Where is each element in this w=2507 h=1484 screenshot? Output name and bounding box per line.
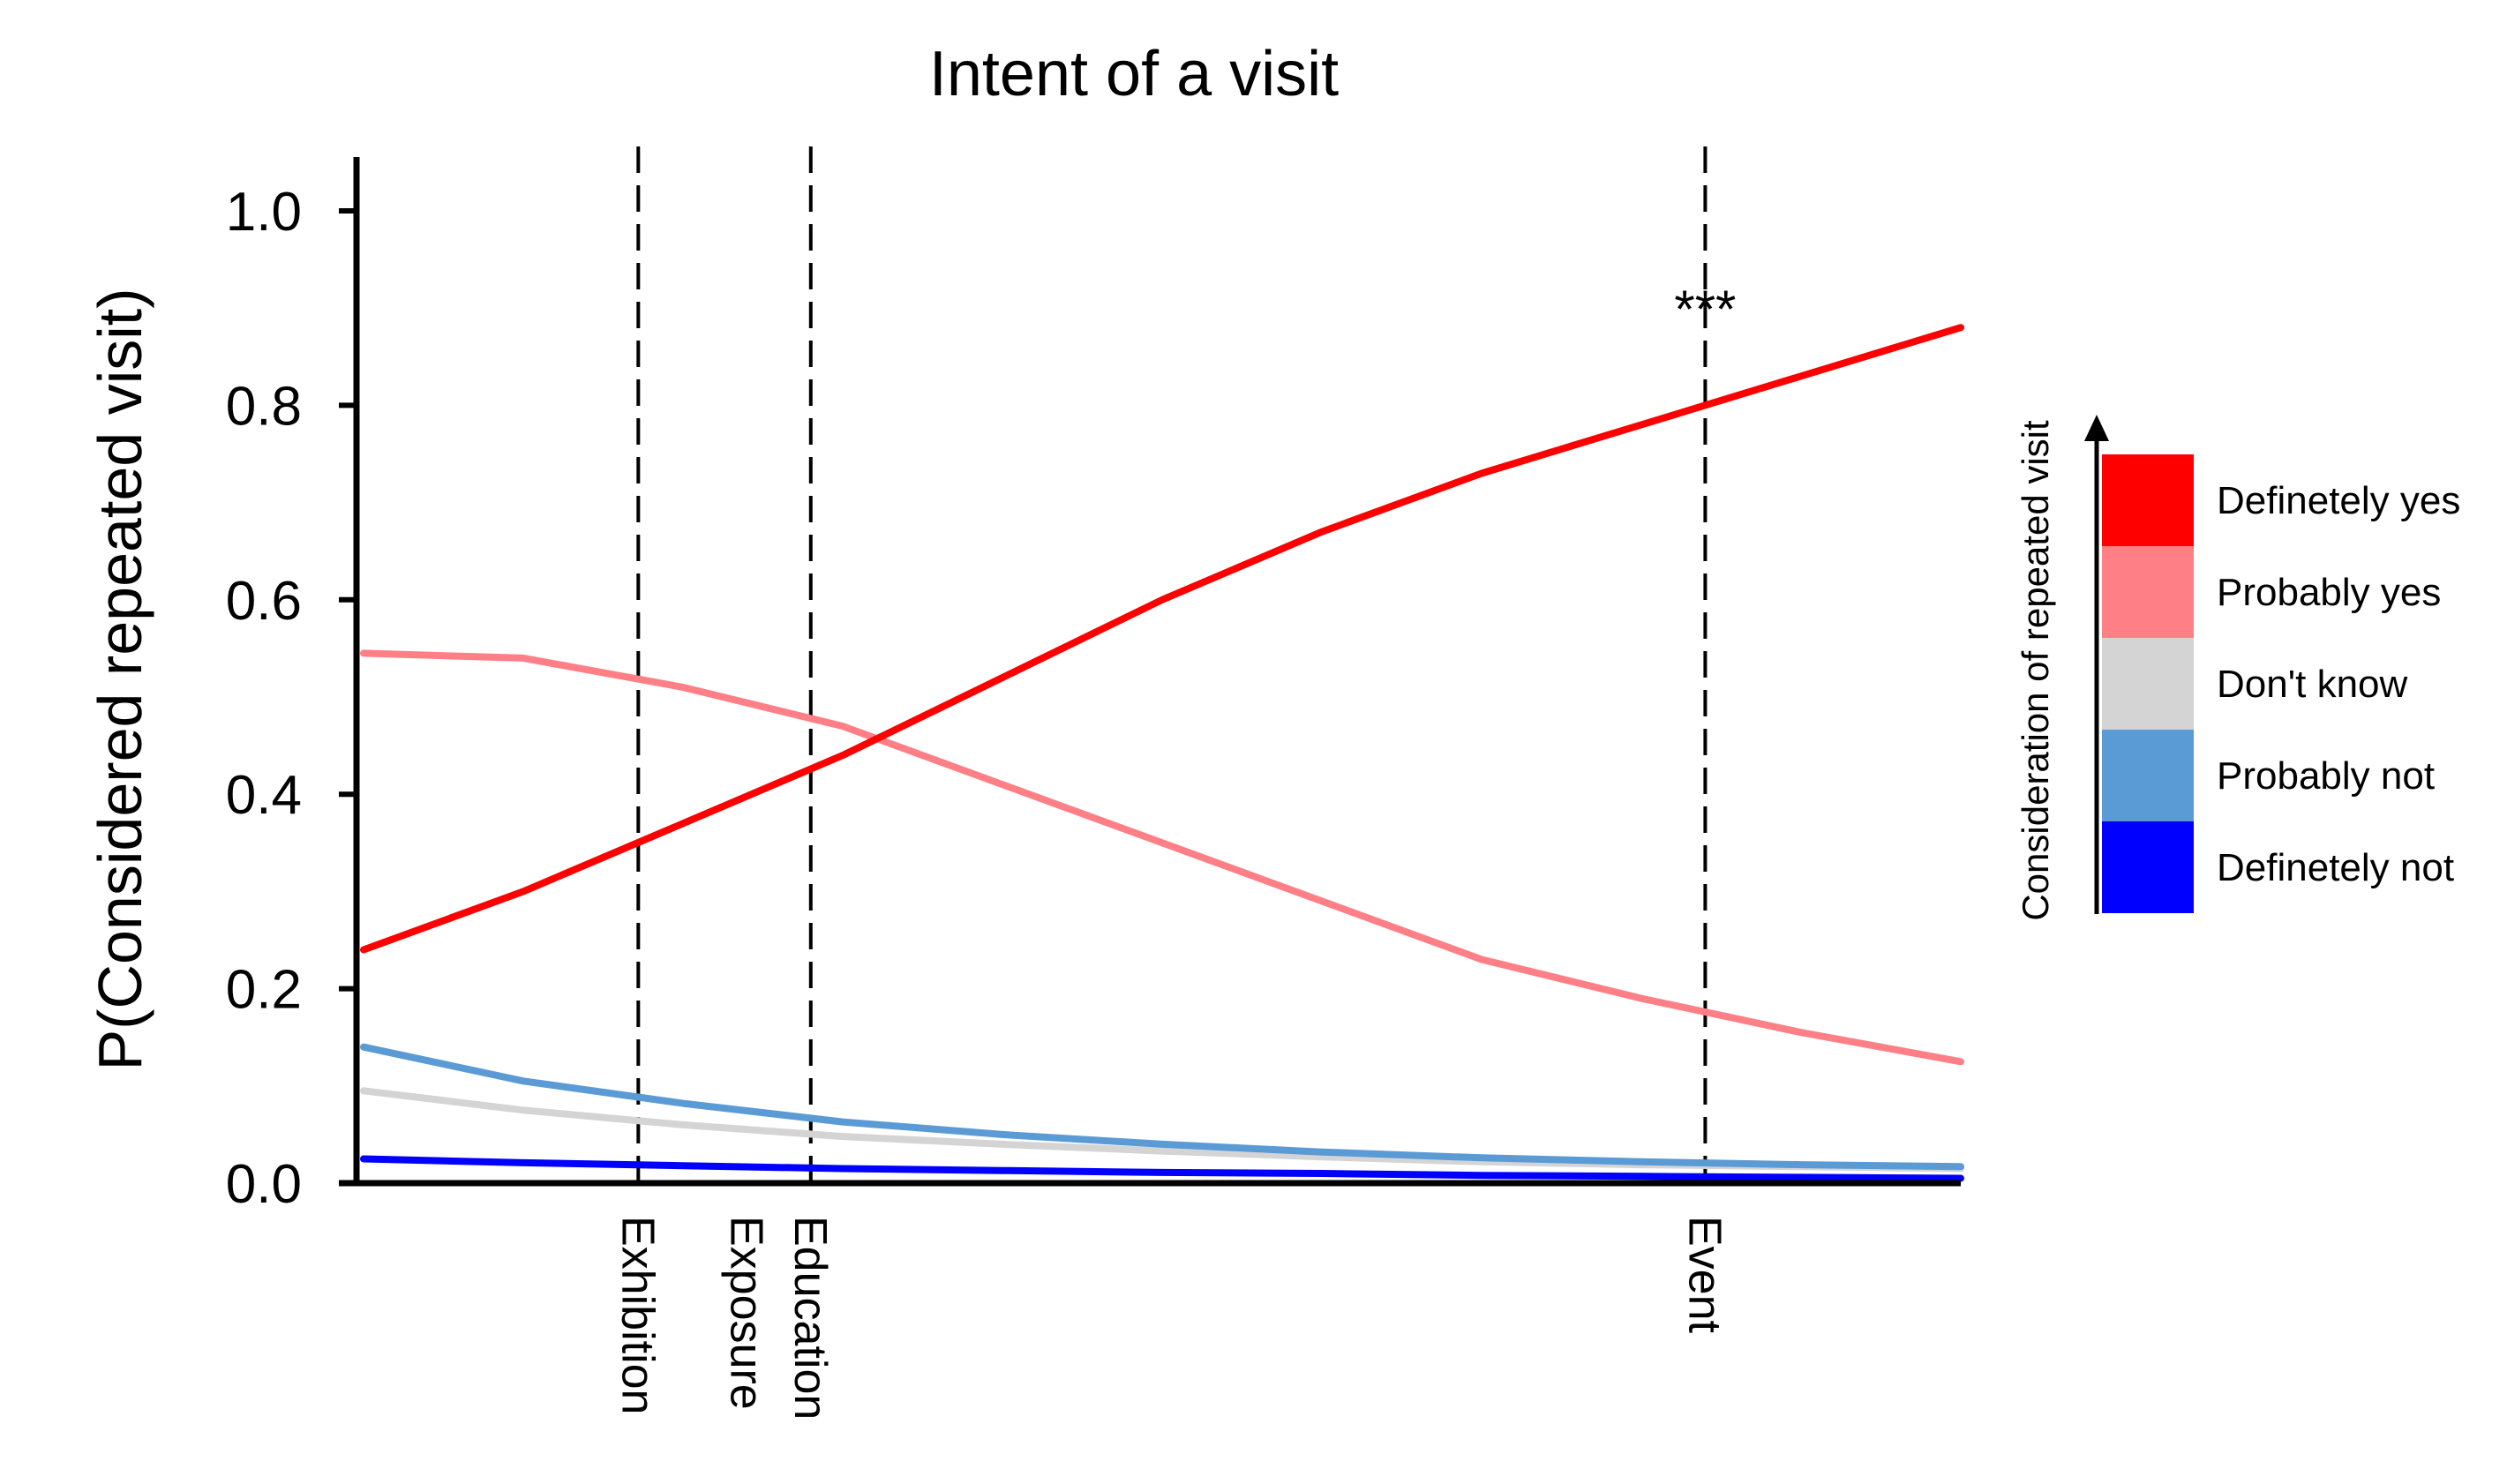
series-line-probably-not: [360, 1043, 1964, 1171]
series-line-don-t-know: [360, 1087, 1964, 1173]
y-tick-label: 0.0: [226, 1154, 302, 1215]
marker-labels: Exhibition Exposure Education Event: [612, 1216, 1730, 1420]
y-tick-label: 0.8: [226, 376, 302, 437]
marker-label-event: Event: [1678, 1216, 1730, 1334]
legend-label-don-t-know: Don't know: [2217, 663, 2408, 706]
legend-swatch-definetely-yes: [2102, 454, 2194, 546]
legend-label-definetely-not: Definetely not: [2217, 846, 2454, 889]
legend-arrow-head: [2084, 415, 2109, 441]
marker-layer: [636, 146, 1708, 1183]
y-axis-label: P(Considered repeated visit): [86, 288, 154, 1070]
legend-label-probably-yes: Probably yes: [2217, 571, 2441, 614]
significance-annotation: ***: [1674, 280, 1736, 339]
chart-title: Intent of a visit: [929, 39, 1339, 109]
legend: Consideration of repeated visit Definete…: [2015, 415, 2460, 921]
y-tick-label: 1.0: [226, 182, 302, 243]
legend-swatch-probably-not: [2102, 730, 2194, 821]
legend-swatch-probably-yes: [2102, 546, 2194, 638]
legend-title: Consideration of repeated visit: [2015, 420, 2056, 921]
legend-swatch-don-t-know: [2102, 638, 2194, 730]
series-line-probably-yes: [360, 649, 1964, 1066]
series-line-definetely-yes: [360, 324, 1964, 954]
marker-label-education: Education: [784, 1216, 836, 1420]
legend-swatch-definetely-not: [2102, 821, 2194, 913]
axes: [339, 157, 1961, 1187]
legend-label-definetely-yes: Definetely yes: [2217, 479, 2460, 522]
legend-label-probably-not: Probably not: [2217, 754, 2435, 798]
y-ticks: 0.0 0.2 0.4 0.6 0.8 1.0: [226, 182, 357, 1215]
series-layer: [360, 324, 1964, 1182]
y-tick-label: 0.4: [226, 765, 302, 826]
series-line-definetely-not: [360, 1155, 1964, 1182]
y-tick-label: 0.6: [226, 571, 302, 632]
annotations: ***: [1674, 280, 1736, 339]
y-tick-label: 0.2: [226, 960, 302, 1021]
marker-label-exhibition: Exhibition: [612, 1216, 663, 1414]
marker-label-exposure: Exposure: [720, 1216, 771, 1410]
